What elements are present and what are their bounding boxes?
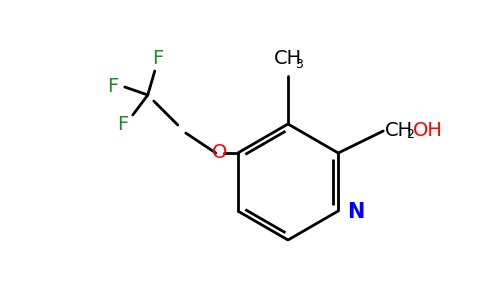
Text: N: N: [347, 202, 364, 222]
Text: F: F: [107, 77, 119, 97]
Text: CH: CH: [274, 49, 302, 68]
Text: O: O: [212, 142, 227, 161]
Text: F: F: [117, 116, 128, 134]
Text: 2: 2: [406, 128, 414, 140]
Text: 3: 3: [295, 58, 303, 71]
Text: OH: OH: [413, 121, 443, 140]
Text: F: F: [152, 50, 164, 68]
Text: CH: CH: [385, 121, 413, 140]
